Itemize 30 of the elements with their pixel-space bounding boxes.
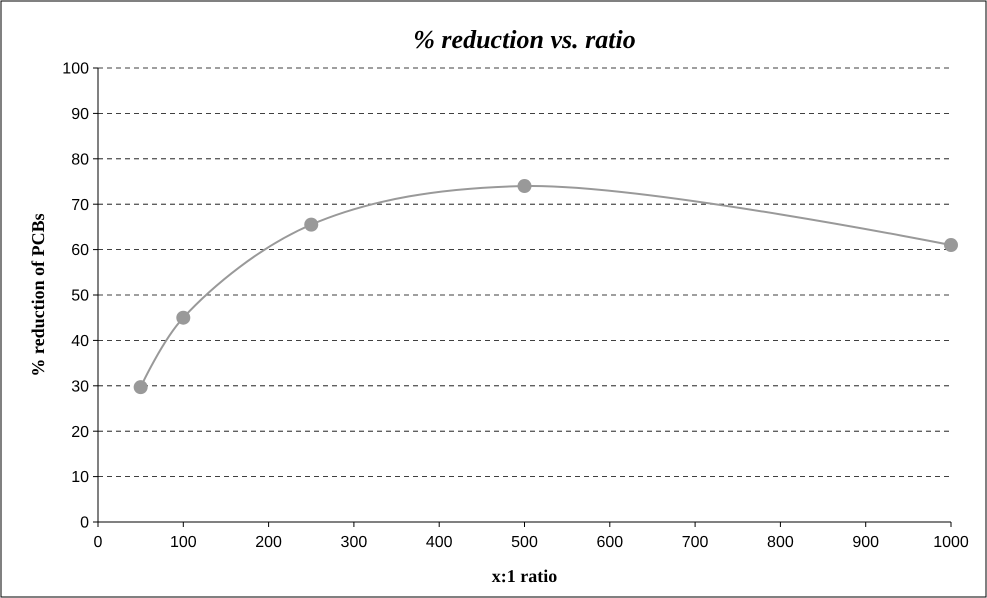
point [518, 179, 532, 194]
point [134, 380, 148, 394]
x-axis-title: x:1 ratio [492, 566, 558, 586]
chart-title: % reduction vs. ratio [413, 25, 636, 54]
point [176, 310, 190, 325]
x-tick-label: 400 [426, 534, 453, 551]
y-tick-label: 20 [71, 424, 90, 441]
y-axis-title: % reduction of PCBs [28, 213, 48, 377]
x-tick-label: 0 [94, 534, 103, 551]
y-tick-label: 10 [71, 469, 90, 486]
x-tick-label: 800 [767, 534, 794, 551]
y-tick-label: 100 [62, 60, 90, 78]
y-tick-label: 0 [80, 514, 90, 532]
x-tick-label: 300 [340, 534, 368, 551]
point [944, 238, 958, 252]
x-tick-label: 500 [511, 534, 538, 551]
x-tick-label: 700 [682, 534, 709, 551]
x-tick-label: 200 [255, 534, 282, 551]
y-tick-label: 40 [71, 333, 90, 350]
y-tick-label: 50 [71, 288, 90, 305]
x-tick-label: 900 [852, 534, 880, 551]
y-tick-label: 80 [71, 151, 90, 168]
y-tick-label: 30 [71, 378, 90, 396]
point [304, 218, 318, 232]
y-tick-label: 90 [71, 106, 90, 123]
x-tick-label: 600 [596, 534, 624, 551]
x-tick-label: 100 [170, 534, 197, 551]
y-tick-label: 70 [71, 196, 90, 214]
y-tick-label: 60 [71, 242, 90, 260]
x-tick-label: 1000 [933, 534, 969, 551]
